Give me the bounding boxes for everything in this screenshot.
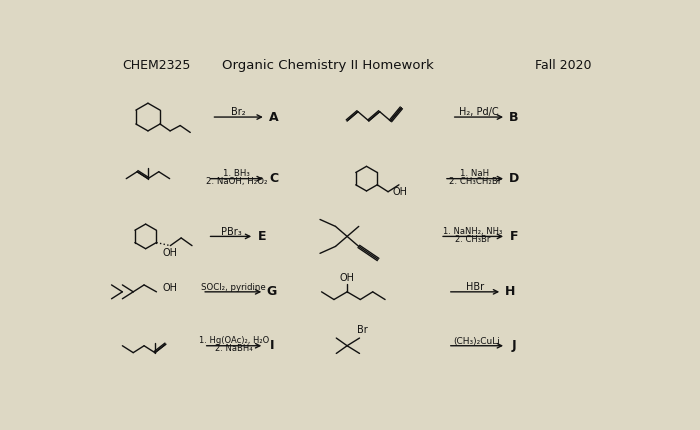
- Text: E: E: [258, 230, 266, 243]
- Text: 2. CH₃Br: 2. CH₃Br: [456, 235, 491, 244]
- Text: 2. CH₃CH₂Br: 2. CH₃CH₂Br: [449, 177, 501, 186]
- Text: G: G: [267, 286, 277, 298]
- Text: D: D: [509, 172, 519, 185]
- Text: 1. BH₃: 1. BH₃: [223, 169, 250, 178]
- Text: (CH₃)₂CuLi: (CH₃)₂CuLi: [454, 337, 500, 346]
- Text: 2. NaBH₄: 2. NaBH₄: [215, 344, 253, 353]
- Text: I: I: [270, 339, 274, 352]
- Text: PBr₃: PBr₃: [220, 227, 241, 237]
- Text: J: J: [512, 339, 516, 352]
- Text: 1. NaNH₂, NH₃: 1. NaNH₂, NH₃: [443, 227, 503, 236]
- Text: A: A: [269, 111, 279, 123]
- Text: Br: Br: [357, 326, 368, 335]
- Text: Br₂: Br₂: [231, 108, 246, 117]
- Text: B: B: [509, 111, 519, 123]
- Text: OH: OH: [162, 283, 178, 293]
- Text: OH: OH: [393, 187, 408, 197]
- Text: C: C: [269, 172, 278, 185]
- Text: H₂, Pd/C: H₂, Pd/C: [459, 108, 498, 117]
- Text: Organic Chemistry II Homework: Organic Chemistry II Homework: [222, 59, 433, 72]
- Text: H: H: [505, 286, 515, 298]
- Text: 1. NaH: 1. NaH: [461, 169, 489, 178]
- Text: F: F: [510, 230, 518, 243]
- Text: OH: OH: [340, 273, 355, 283]
- Text: Fall 2020: Fall 2020: [535, 59, 591, 72]
- Text: SOCl₂, pyridine: SOCl₂, pyridine: [201, 283, 265, 292]
- Text: 1. Hg(OAc)₂, H₂O: 1. Hg(OAc)₂, H₂O: [199, 336, 269, 345]
- Text: 2. NaOH, H₂O₂: 2. NaOH, H₂O₂: [206, 177, 267, 186]
- Text: CHEM2325: CHEM2325: [122, 59, 190, 72]
- Text: HBr: HBr: [466, 282, 484, 292]
- Text: OH: OH: [163, 249, 178, 258]
